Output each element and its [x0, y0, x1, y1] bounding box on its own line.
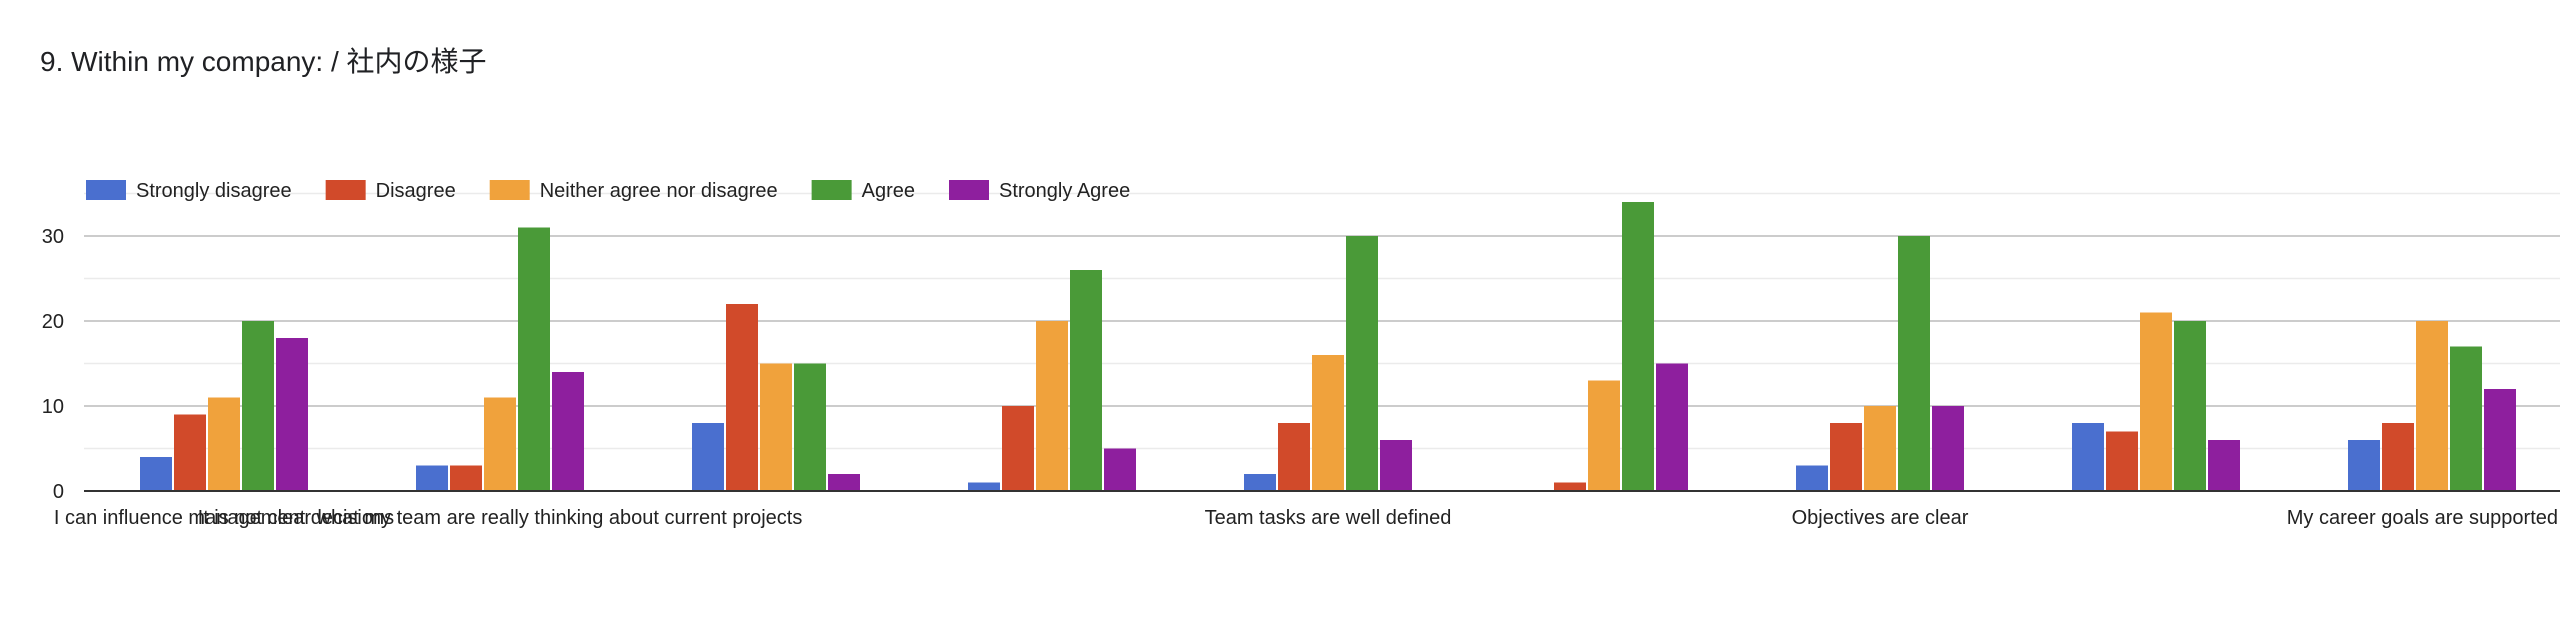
bar	[2382, 423, 2414, 491]
bar	[2072, 423, 2104, 491]
legend-swatch	[86, 180, 126, 200]
bar	[174, 414, 206, 491]
legend-label: Agree	[862, 180, 915, 202]
legend-label: Disagree	[376, 180, 456, 202]
bar	[1898, 236, 1930, 491]
bar	[1656, 363, 1688, 491]
bar	[1864, 406, 1896, 491]
chart-title: 9. Within my company: / 社内の様子	[40, 46, 487, 77]
bar	[2106, 431, 2138, 491]
bar	[552, 372, 584, 491]
bar	[1346, 236, 1378, 491]
bar	[1380, 440, 1412, 491]
bar	[1796, 465, 1828, 491]
y-tick-label: 30	[42, 226, 64, 248]
bar	[2174, 321, 2206, 491]
category-label: I can influence management decisions	[54, 507, 394, 529]
legend-label: Strongly disagree	[136, 180, 292, 202]
y-tick-label: 20	[42, 311, 64, 333]
bar	[1588, 380, 1620, 491]
bar	[760, 363, 792, 491]
bar	[828, 474, 860, 491]
bar	[1070, 270, 1102, 491]
legend-swatch	[325, 180, 366, 200]
y-tick-label: 10	[42, 396, 64, 418]
category-label: Team tasks are well defined	[1205, 507, 1452, 529]
bar	[242, 321, 274, 491]
bar	[2140, 312, 2172, 491]
bar	[1554, 482, 1586, 491]
bar	[518, 227, 550, 491]
legend-swatch	[489, 180, 530, 200]
bar	[276, 338, 308, 491]
bar	[2348, 440, 2380, 491]
legend: Strongly disagree Disagree Neither agree n…	[86, 180, 1130, 202]
legend-label: Neither agree nor disagree	[540, 180, 778, 202]
category-label: My career goals are supported	[2287, 507, 2558, 529]
bar	[2208, 440, 2240, 491]
bar	[692, 423, 724, 491]
bar	[726, 304, 758, 491]
bar	[1312, 355, 1344, 491]
bar	[1036, 321, 1068, 491]
bar	[140, 457, 172, 491]
bar	[2484, 389, 2516, 491]
y-tick-label: 0	[53, 481, 64, 503]
bar	[1932, 406, 1964, 491]
bar	[968, 482, 1000, 491]
legend-label: Strongly Agree	[999, 180, 1130, 202]
bar	[2450, 346, 2482, 491]
bar	[1278, 423, 1310, 491]
bar	[208, 397, 240, 491]
legend-swatch	[949, 180, 989, 200]
bar	[1104, 448, 1136, 491]
bar	[450, 465, 482, 491]
bar	[1622, 202, 1654, 491]
bar	[1244, 474, 1276, 491]
bar	[1002, 406, 1034, 491]
bar	[794, 363, 826, 491]
bar	[2416, 321, 2448, 491]
bar	[484, 397, 516, 491]
legend-swatch	[811, 180, 852, 200]
bar	[416, 465, 448, 491]
y-axis-ticks: 0 10 20 30	[42, 226, 64, 503]
bar	[1830, 423, 1862, 491]
category-label: It is not clear what my team are really …	[198, 507, 803, 529]
bars	[140, 202, 2516, 491]
category-label: Objectives are clear	[1792, 507, 1969, 529]
